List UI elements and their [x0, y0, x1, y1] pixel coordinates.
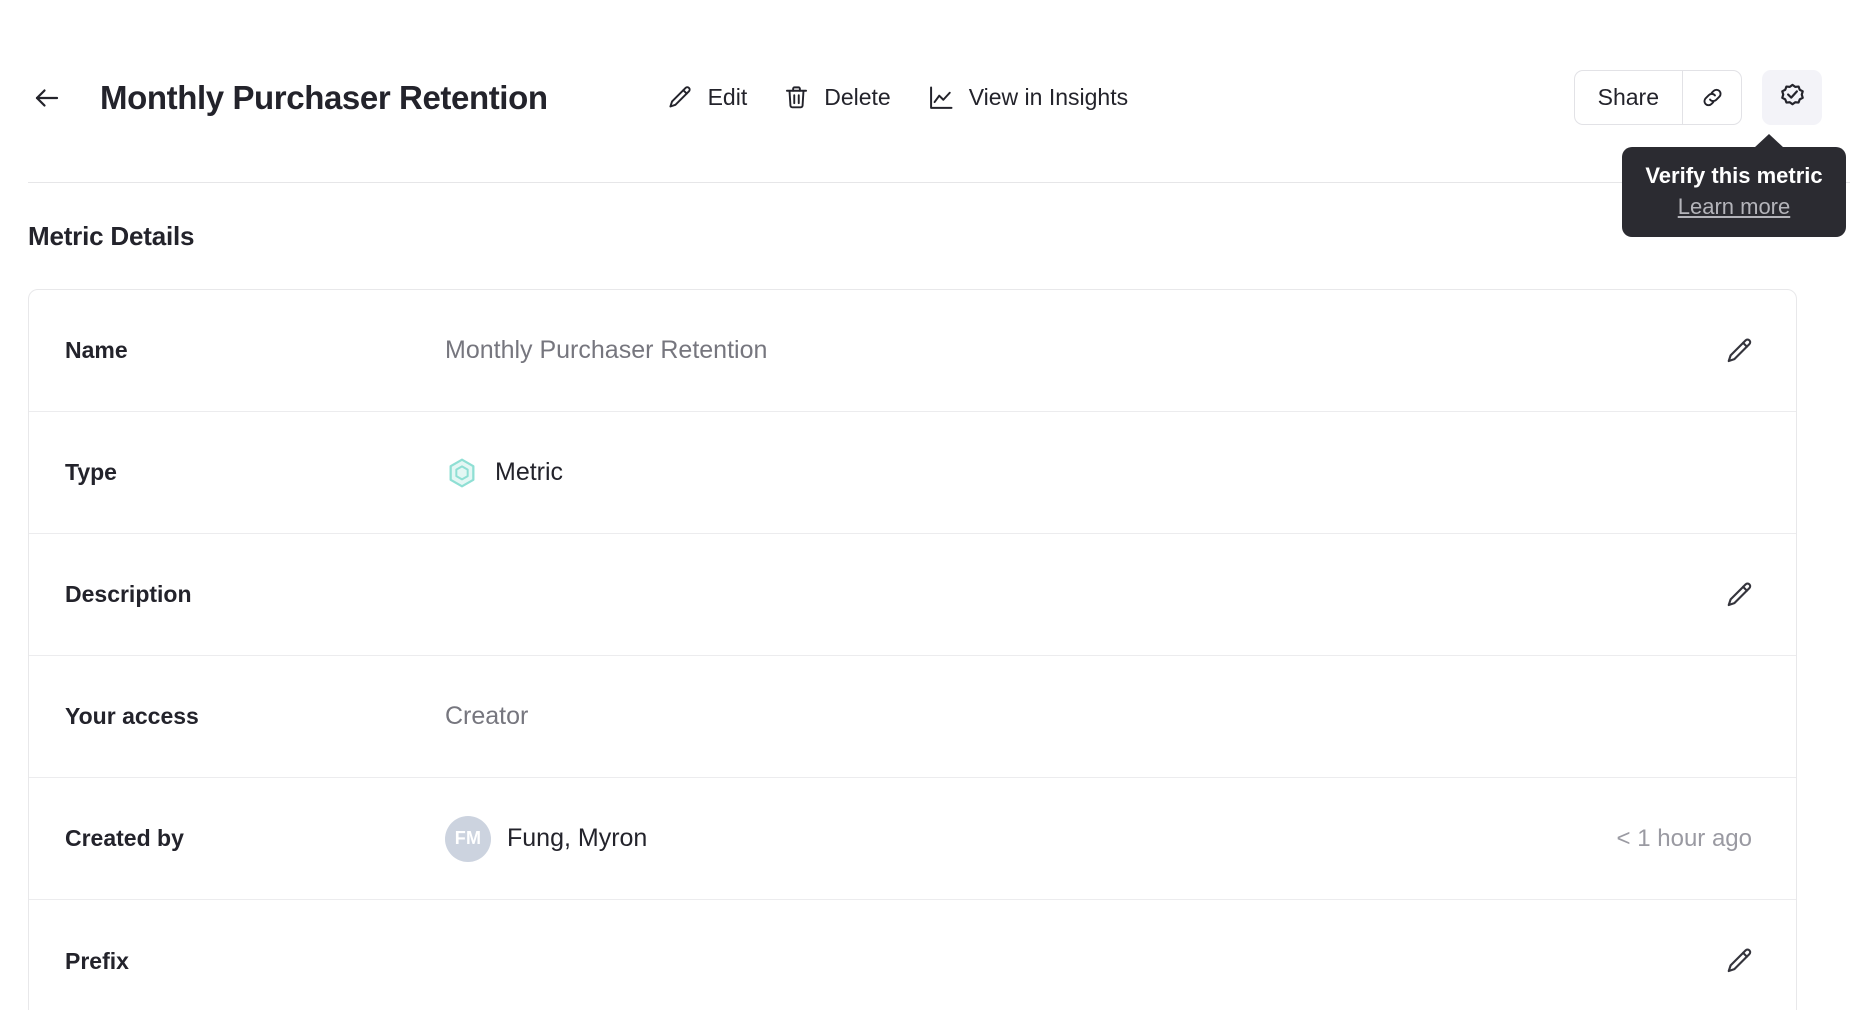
edit-description-button[interactable] [1718, 573, 1762, 617]
line-chart-icon [929, 86, 953, 109]
verify-metric-tooltip: Verify this metric Learn more [1622, 134, 1846, 238]
row-value-type: Metric [445, 456, 1762, 490]
header-divider [28, 182, 1850, 183]
delete-button[interactable]: Delete [765, 74, 908, 121]
edit-name-button[interactable] [1718, 329, 1762, 373]
arrow-left-icon [35, 88, 59, 107]
edit-prefix-button[interactable] [1718, 939, 1762, 983]
tooltip-learn-more-link[interactable]: Learn more [1677, 194, 1791, 220]
view-in-insights-button[interactable]: View in Insights [909, 74, 1146, 122]
row-value-name: Monthly Purchaser Retention [445, 336, 768, 364]
edit-button[interactable]: Edit [649, 74, 766, 121]
header-toolbar: Edit Delete View in Insights [649, 70, 1822, 125]
pencil-icon [669, 86, 691, 108]
table-row: Name Monthly Purchaser Retention [29, 290, 1796, 412]
verify-metric-button[interactable] [1762, 70, 1822, 125]
creator-name: Fung, Myron [507, 824, 648, 852]
page-header: Monthly Purchaser Retention Edit Delete [0, 0, 1850, 183]
tooltip-arrow-icon [1754, 134, 1784, 148]
page-title: Monthly Purchaser Retention [100, 78, 548, 116]
view-in-insights-label: View in Insights [968, 84, 1129, 110]
table-row: Description [29, 534, 1796, 656]
edit-button-label: Edit [707, 84, 748, 110]
metric-type-label: Metric [495, 458, 564, 486]
row-label-your-access: Your access [65, 703, 199, 729]
table-row: Type Metric [29, 412, 1796, 534]
page-section-title: Metric Details [28, 221, 195, 251]
pencil-icon [1727, 582, 1752, 606]
back-button[interactable] [24, 75, 70, 121]
metric-details-card: Name Monthly Purchaser Retention Type Me… [28, 289, 1797, 1010]
share-button[interactable]: Share [1573, 70, 1682, 125]
row-value-your-access: Creator [445, 702, 529, 730]
tooltip-title: Verify this metric [1645, 163, 1823, 188]
pencil-icon [1727, 948, 1752, 973]
row-label-created-by: Created by [65, 825, 184, 851]
row-value-created-by: FM Fung, Myron [445, 815, 1617, 862]
trash-icon [786, 86, 808, 109]
row-label-description: Description [65, 581, 192, 607]
delete-button-label: Delete [824, 84, 891, 110]
table-row: Created by FM Fung, Myron < 1 hour ago [29, 778, 1796, 900]
table-row: Prefix [29, 900, 1796, 1010]
verified-badge-icon [1780, 83, 1804, 106]
created-timestamp: < 1 hour ago [1616, 824, 1752, 852]
link-icon [1703, 88, 1721, 107]
row-label-prefix: Prefix [65, 947, 129, 974]
avatar: FM [445, 815, 491, 862]
copy-link-button[interactable] [1682, 70, 1742, 125]
metric-hexagon-icon [449, 458, 475, 487]
row-label-type: Type [65, 459, 117, 485]
toolbar-right-group: Share [1573, 70, 1822, 125]
table-row: Your access Creator [29, 656, 1796, 778]
pencil-icon [1727, 338, 1752, 362]
row-label-name: Name [65, 337, 128, 363]
